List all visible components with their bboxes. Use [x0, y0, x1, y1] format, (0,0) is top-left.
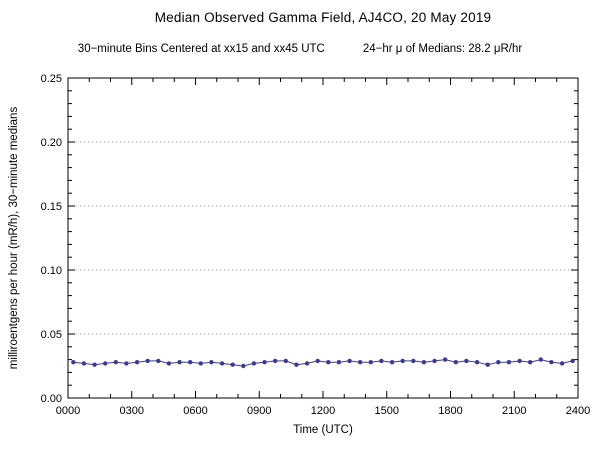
data-point [379, 358, 384, 364]
data-point [103, 361, 108, 366]
y-tick-label: 0.00 [41, 393, 62, 405]
data-point [368, 360, 373, 365]
data-point [124, 361, 129, 366]
y-tick-label: 0.25 [41, 73, 62, 85]
data-point [273, 358, 278, 364]
x-tick-label: 0300 [120, 405, 144, 417]
data-point [304, 361, 310, 366]
data-point [219, 361, 225, 366]
data-point [496, 360, 501, 365]
x-tick-label: 1500 [375, 405, 399, 417]
data-point [570, 358, 575, 364]
x-tick-label: 2400 [566, 405, 590, 417]
data-point [485, 362, 490, 367]
data-point [474, 360, 480, 365]
data-point [315, 358, 320, 364]
data-point [209, 360, 214, 365]
figure-subtitle: 30−minute Bins Centered at xx15 and xx45… [0, 43, 600, 55]
data-point [188, 360, 193, 365]
x-axis-title: Time (UTC) [293, 424, 353, 436]
data-point [506, 360, 512, 365]
data-point [517, 358, 522, 364]
data-point [198, 361, 203, 366]
data-point [559, 361, 565, 366]
data-point [358, 360, 363, 365]
x-tick-label: 1800 [438, 405, 462, 417]
data-point [421, 360, 427, 365]
y-tick-label: 0.20 [41, 137, 62, 149]
data-point [336, 360, 342, 365]
tick-labels: 0.00 0.05 0.10 0.15 0.20 0.25 0000 0300 0600 0900… [41, 73, 591, 417]
data-point [432, 358, 437, 364]
plot-border [67, 77, 579, 399]
data-point [230, 362, 235, 367]
data-point [528, 360, 533, 365]
subtitle-bins-note: 30−minute Bins Centered at xx15 and xx45… [77, 43, 325, 55]
x-tick-label: 1200 [311, 405, 335, 417]
data-point [549, 360, 554, 365]
data-point [71, 360, 76, 365]
data-point [81, 361, 87, 366]
data-point [92, 362, 97, 367]
data-point [262, 360, 267, 365]
y-tick-label: 0.10 [41, 265, 62, 277]
ticks [67, 77, 579, 399]
data-point [241, 363, 246, 369]
y-tick-label: 0.05 [41, 329, 62, 341]
data-point [283, 358, 288, 364]
y-axis-title: milliroentgens per hour (mR/h), 30−minut… [8, 107, 20, 370]
data-point [400, 358, 405, 364]
data-point [464, 358, 469, 364]
data-point [443, 357, 448, 362]
x-tick-label: 0900 [247, 405, 271, 417]
data-point [389, 360, 395, 365]
data-point [145, 358, 150, 364]
data-point [347, 358, 352, 364]
x-tick-label: 2100 [502, 405, 526, 417]
figure-title: Median Observed Gamma Field, AJ4CO, 20 M… [154, 10, 492, 25]
x-tick-label: 0000 [56, 405, 80, 417]
data-series [71, 357, 575, 369]
data-point [113, 360, 119, 365]
data-point [294, 362, 299, 367]
data-point [538, 357, 543, 362]
data-point [177, 360, 182, 365]
data-point [156, 358, 161, 364]
y-tick-label: 0.15 [41, 201, 62, 213]
data-point [326, 360, 331, 365]
data-point [453, 360, 458, 365]
data-point [411, 358, 416, 364]
grid [68, 141, 578, 335]
data-point [251, 361, 257, 366]
data-point [166, 361, 172, 366]
x-tick-label: 0600 [183, 405, 207, 417]
subtitle-mean-of-medians: 24−hr μ of Medians: 28.2 μR/hr [362, 43, 523, 55]
data-point [134, 360, 140, 365]
